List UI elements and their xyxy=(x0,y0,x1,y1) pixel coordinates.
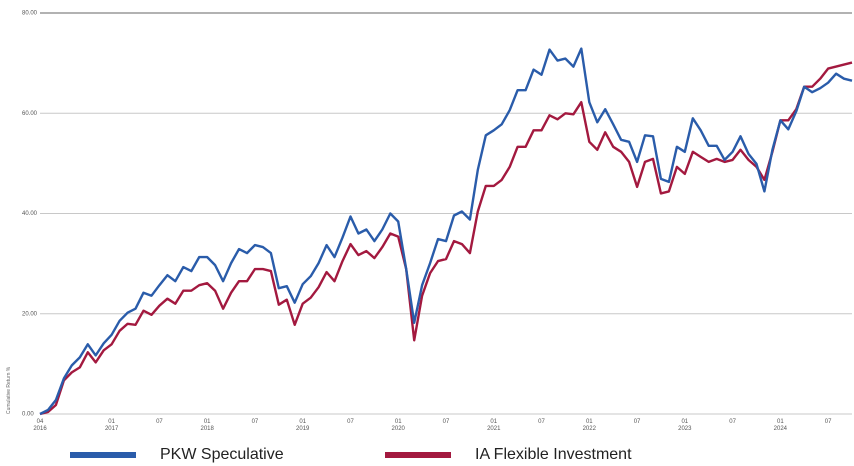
x-tick-label: 01 2018 xyxy=(200,419,214,432)
legend-swatch xyxy=(385,452,451,458)
y-axis-title: Cumulative Return % xyxy=(6,366,12,414)
x-tick-label: 07 xyxy=(347,419,354,425)
legend-item: PKW Speculative xyxy=(70,446,284,464)
x-tick-label: 04 2016 xyxy=(33,419,47,432)
x-tick-label: 07 xyxy=(442,419,450,425)
plot: Cumulative Return % 0.00 20.00 40.00 60.00 8… xyxy=(6,11,853,418)
x-tick-label: 01 2023 xyxy=(678,419,692,432)
x-tick-label: 01 2022 xyxy=(582,419,596,432)
x-tick-label: 01 2021 xyxy=(487,419,501,432)
x-tick-label: 07 xyxy=(633,419,641,425)
x-tick-label: 01 2024 xyxy=(773,419,788,432)
y-tick-label: 40.00 xyxy=(22,211,38,217)
legend-item: IA Flexible Investment xyxy=(385,446,632,464)
x-tick-label: 07 xyxy=(824,419,832,425)
x-tick-label: 07 xyxy=(251,419,259,425)
series-line xyxy=(39,47,853,416)
x-tick-label: 07 xyxy=(729,419,736,425)
y-tick-label: 0.00 xyxy=(22,412,34,418)
x-tick-label: 07 xyxy=(156,419,163,425)
x-tick-label: 01 2017 xyxy=(104,419,119,432)
legend-label: PKW Speculative xyxy=(160,446,284,463)
legend-swatch xyxy=(70,452,136,458)
x-tick-label: 01 2019 xyxy=(296,419,310,432)
series-line xyxy=(39,61,853,416)
y-tick-label: 60.00 xyxy=(22,111,38,117)
x-tick-label: 01 2020 xyxy=(391,419,405,432)
y-tick-label: 20.00 xyxy=(22,311,38,317)
legend-label: IA Flexible Investment xyxy=(475,446,632,463)
x-tick-label: 07 xyxy=(538,419,545,425)
y-tick-label: 80.00 xyxy=(22,11,38,17)
